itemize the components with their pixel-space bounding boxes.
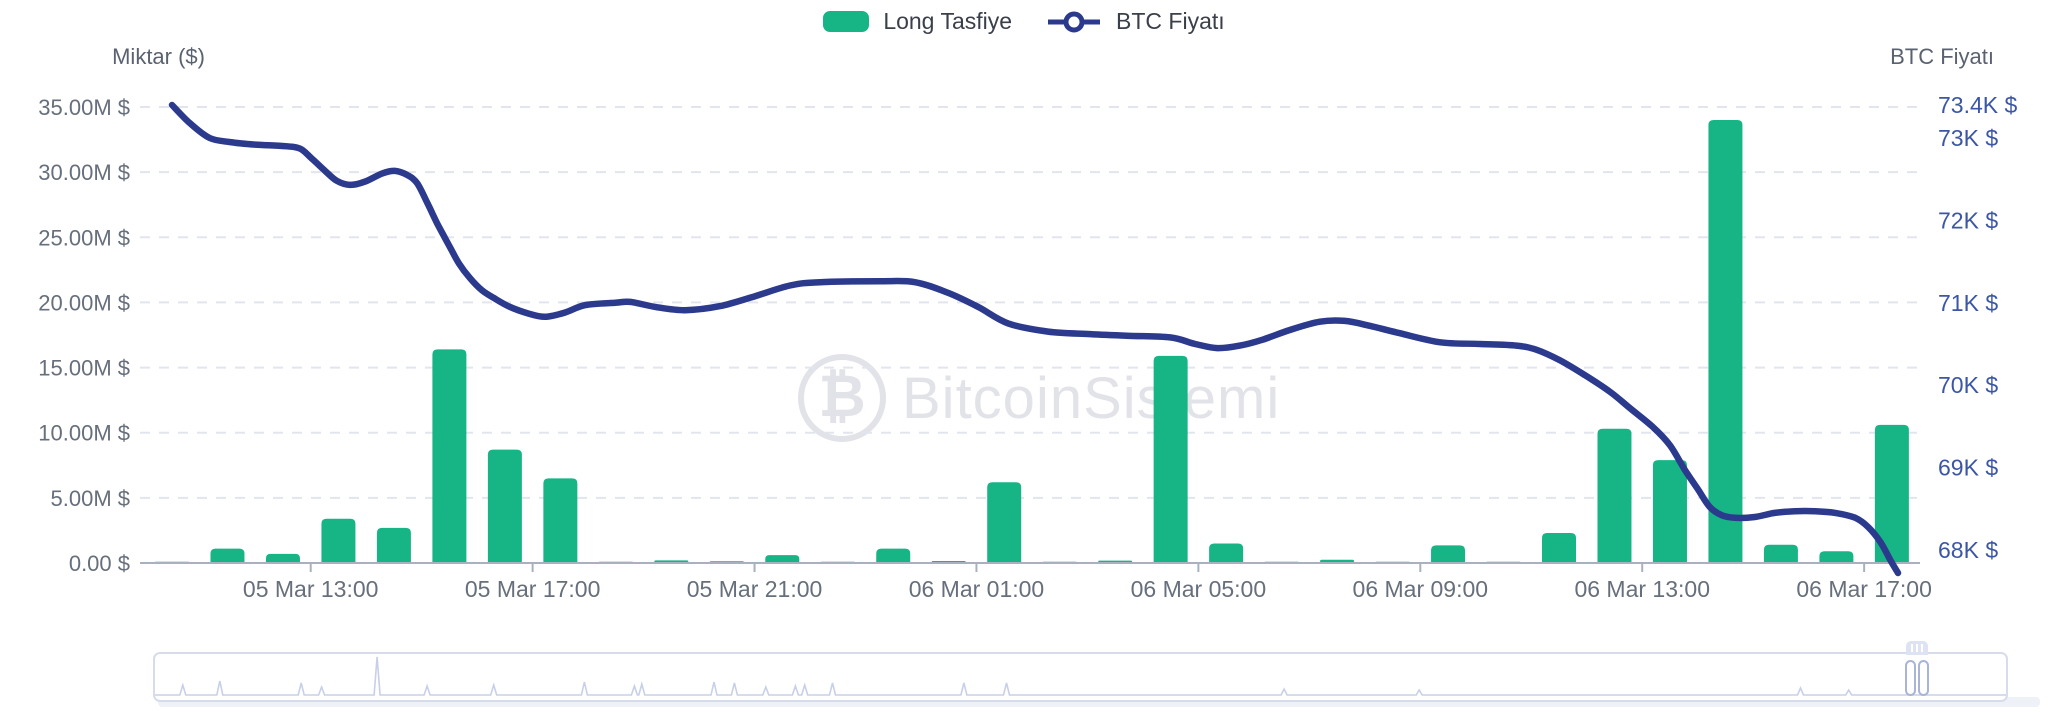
right-axis-title: BTC Fiyatı bbox=[1890, 44, 1994, 69]
x-axis-tick-label: 05 Mar 13:00 bbox=[243, 576, 379, 602]
liquidation-bar bbox=[765, 555, 800, 563]
liquidation-bar bbox=[265, 553, 300, 563]
liquidation-bar bbox=[1819, 551, 1854, 563]
right-axis-tick-label: 72K $ bbox=[1938, 207, 1998, 233]
liquidation-bar bbox=[1652, 460, 1687, 563]
brush-shadow bbox=[158, 697, 2040, 707]
legend-price-label: BTC Fiyatı bbox=[1116, 8, 1225, 34]
x-axis-tick-label: 06 Mar 13:00 bbox=[1574, 576, 1710, 602]
liquidation-bar bbox=[321, 518, 356, 563]
left-axis-tick-label: 15.00M $ bbox=[38, 356, 130, 381]
liquidation-bar bbox=[376, 527, 411, 563]
long-tasfiye-swatch-icon bbox=[823, 11, 870, 32]
liquidation-bar bbox=[1153, 355, 1188, 563]
left-axis-tick-label: 20.00M $ bbox=[38, 290, 130, 315]
chart-legend: Long Tasfiye BTC Fiyatı bbox=[0, 8, 2048, 35]
liquidation-bar bbox=[432, 349, 467, 563]
right-axis-tick-label: 68K $ bbox=[1938, 537, 1998, 563]
right-axis-tick-label: 73K $ bbox=[1938, 125, 1998, 151]
liquidation-bar bbox=[1431, 545, 1466, 563]
liquidation-bar bbox=[1874, 424, 1909, 563]
x-axis-tick-label: 06 Mar 01:00 bbox=[909, 576, 1045, 602]
brush-capsule-right[interactable] bbox=[1918, 660, 1930, 696]
left-axis-tick-label: 35.00M $ bbox=[38, 95, 130, 120]
left-axis-tick-label: 0.00 $ bbox=[69, 551, 130, 576]
brush-drag-handle[interactable] bbox=[1905, 660, 1930, 696]
liquidation-bar bbox=[210, 548, 245, 563]
left-axis-tick-label: 25.00M $ bbox=[38, 225, 130, 250]
x-axis-tick-label: 06 Mar 09:00 bbox=[1353, 576, 1489, 602]
x-axis-tick-label: 06 Mar 05:00 bbox=[1131, 576, 1267, 602]
liquidation-bar bbox=[1209, 543, 1244, 563]
legend-item-btc-fiyati[interactable]: BTC Fiyatı bbox=[1046, 8, 1225, 35]
left-axis-tick-label: 30.00M $ bbox=[38, 160, 130, 185]
line-marker-icon bbox=[1048, 11, 1101, 32]
data-zoom-brush[interactable] bbox=[153, 652, 2008, 702]
liquidation-bar bbox=[1597, 428, 1632, 563]
liquidation-bar bbox=[987, 482, 1022, 563]
x-axis-tick-label: 06 Mar 17:00 bbox=[1796, 576, 1932, 602]
liquidation-bar bbox=[1708, 120, 1743, 564]
legend-long-label: Long Tasfiye bbox=[883, 8, 1013, 34]
legend-item-long-tasfiye[interactable]: Long Tasfiye bbox=[823, 8, 1012, 35]
liquidation-bar bbox=[543, 478, 578, 563]
main-chart-canvas: 35.00M $ 30.00M $ 25.00M $ 20.00M $ 15.00M $… bbox=[38, 44, 2017, 602]
right-axis-tick-label: 71K $ bbox=[1938, 290, 1998, 316]
liquidation-bar bbox=[876, 548, 911, 563]
liquidation-bar bbox=[1542, 533, 1576, 563]
liquidation-bar bbox=[1763, 544, 1798, 563]
right-axis-tick-label: 69K $ bbox=[1938, 455, 1998, 481]
x-axis-tick-label: 05 Mar 21:00 bbox=[687, 576, 823, 602]
right-axis-tick-label: 70K $ bbox=[1938, 372, 1998, 398]
btc-price-line bbox=[168, 101, 1902, 577]
brush-handle-tab[interactable] bbox=[1906, 641, 1929, 655]
liquidation-bar bbox=[487, 449, 522, 563]
left-axis-title: Miktar ($) bbox=[112, 44, 205, 69]
left-axis-tick-label: 10.00M $ bbox=[38, 421, 130, 446]
brush-sparkline bbox=[155, 656, 2006, 696]
brush-sparkline-path bbox=[155, 656, 2006, 696]
brush-capsule-left[interactable] bbox=[1905, 660, 1917, 696]
x-axis-tick-label: 05 Mar 17:00 bbox=[465, 576, 601, 602]
right-axis-tick-label: 73.4K $ bbox=[1938, 92, 2017, 118]
left-axis-tick-label: 5.00M $ bbox=[51, 486, 131, 511]
